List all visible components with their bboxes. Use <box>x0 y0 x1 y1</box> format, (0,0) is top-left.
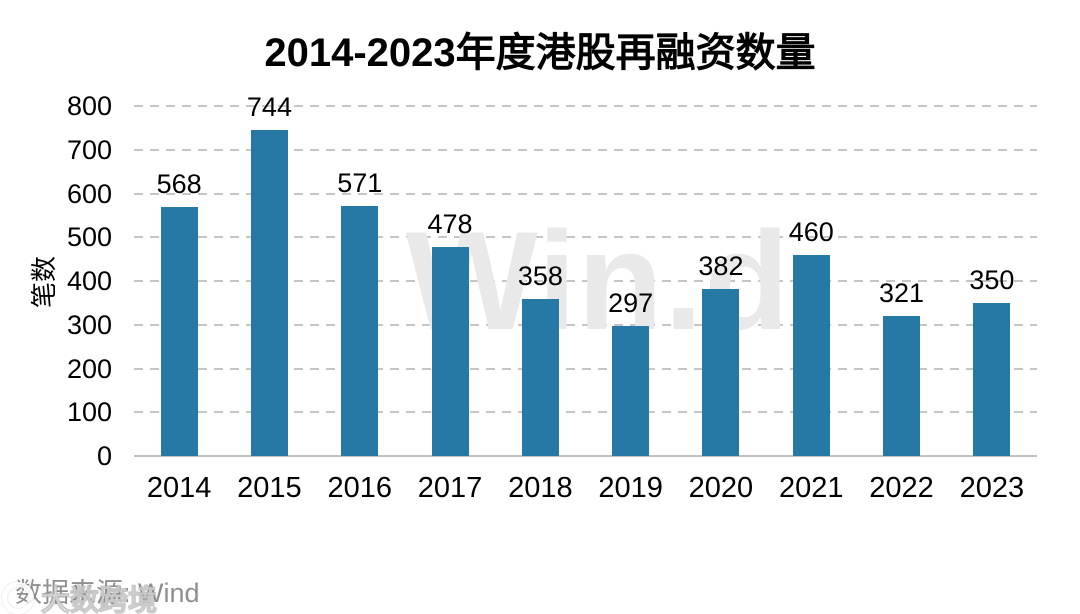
x-tick-label: 2015 <box>237 472 302 504</box>
data-source-label: 数据来源: Wind <box>15 578 200 608</box>
bar-value-label: 321 <box>879 278 925 308</box>
bar-2021 <box>792 255 830 456</box>
bar-value-label: 350 <box>969 265 1015 295</box>
x-tick-label: 2020 <box>688 472 754 504</box>
bar-2018 <box>521 299 559 456</box>
bar-2017 <box>431 247 469 456</box>
y-axis-title: 笔数 <box>29 256 59 309</box>
gridline-600 <box>134 192 1037 195</box>
x-tick-label: 2022 <box>869 472 934 504</box>
x-tick-label: 2014 <box>146 472 212 504</box>
x-tick-label: 2016 <box>327 472 392 504</box>
y-tick-label: 600 <box>66 178 112 209</box>
gridline-100 <box>134 411 1037 414</box>
gridline-700 <box>134 148 1037 151</box>
bar-2019 <box>612 326 650 456</box>
gridline-800 <box>134 105 1037 107</box>
y-tick-label: 800 <box>66 91 112 121</box>
gridline-400 <box>134 280 1037 282</box>
bar-value-label: 358 <box>517 261 563 291</box>
x-tick-label: 2018 <box>508 472 573 504</box>
bar-value-label: 297 <box>608 288 654 318</box>
gridline-500 <box>134 236 1037 239</box>
y-tick-label: 300 <box>66 309 112 340</box>
y-tick-label: 500 <box>66 222 112 253</box>
y-tick-label: 100 <box>66 397 112 428</box>
bar-value-label: 460 <box>788 217 834 247</box>
bar-2015 <box>250 130 288 456</box>
bar-value-label: 478 <box>427 209 473 239</box>
x-tick-label: 2019 <box>598 472 663 504</box>
bar-2023 <box>973 303 1011 456</box>
bar-2022 <box>883 316 921 456</box>
chart-title: 2014-2023年度港股再融资数量 <box>264 31 816 75</box>
x-tick-label: 2017 <box>417 472 483 504</box>
x-axis-line <box>134 455 1037 457</box>
ring-logo-icon <box>2 582 34 614</box>
corner-watermark: 大数跨境 <box>2 577 158 614</box>
y-tick-label: 400 <box>66 266 112 296</box>
bar-value-label: 571 <box>337 168 383 198</box>
gridline-300 <box>134 323 1037 326</box>
bar-2014 <box>160 207 198 456</box>
bar-value-label: 382 <box>698 251 744 281</box>
bar-value-label: 568 <box>156 169 202 199</box>
bar-2020 <box>702 289 740 456</box>
x-tick-label: 2021 <box>778 472 844 504</box>
gridline-200 <box>134 367 1037 370</box>
y-tick-label: 700 <box>66 134 112 165</box>
x-tick-label: 2023 <box>959 472 1025 504</box>
bar-value-label: 744 <box>246 92 292 122</box>
y-tick-label: 0 <box>96 441 112 471</box>
corner-watermark-label: 大数跨境 <box>40 585 158 614</box>
y-tick-label: 200 <box>66 353 112 384</box>
bar-2016 <box>341 206 379 456</box>
